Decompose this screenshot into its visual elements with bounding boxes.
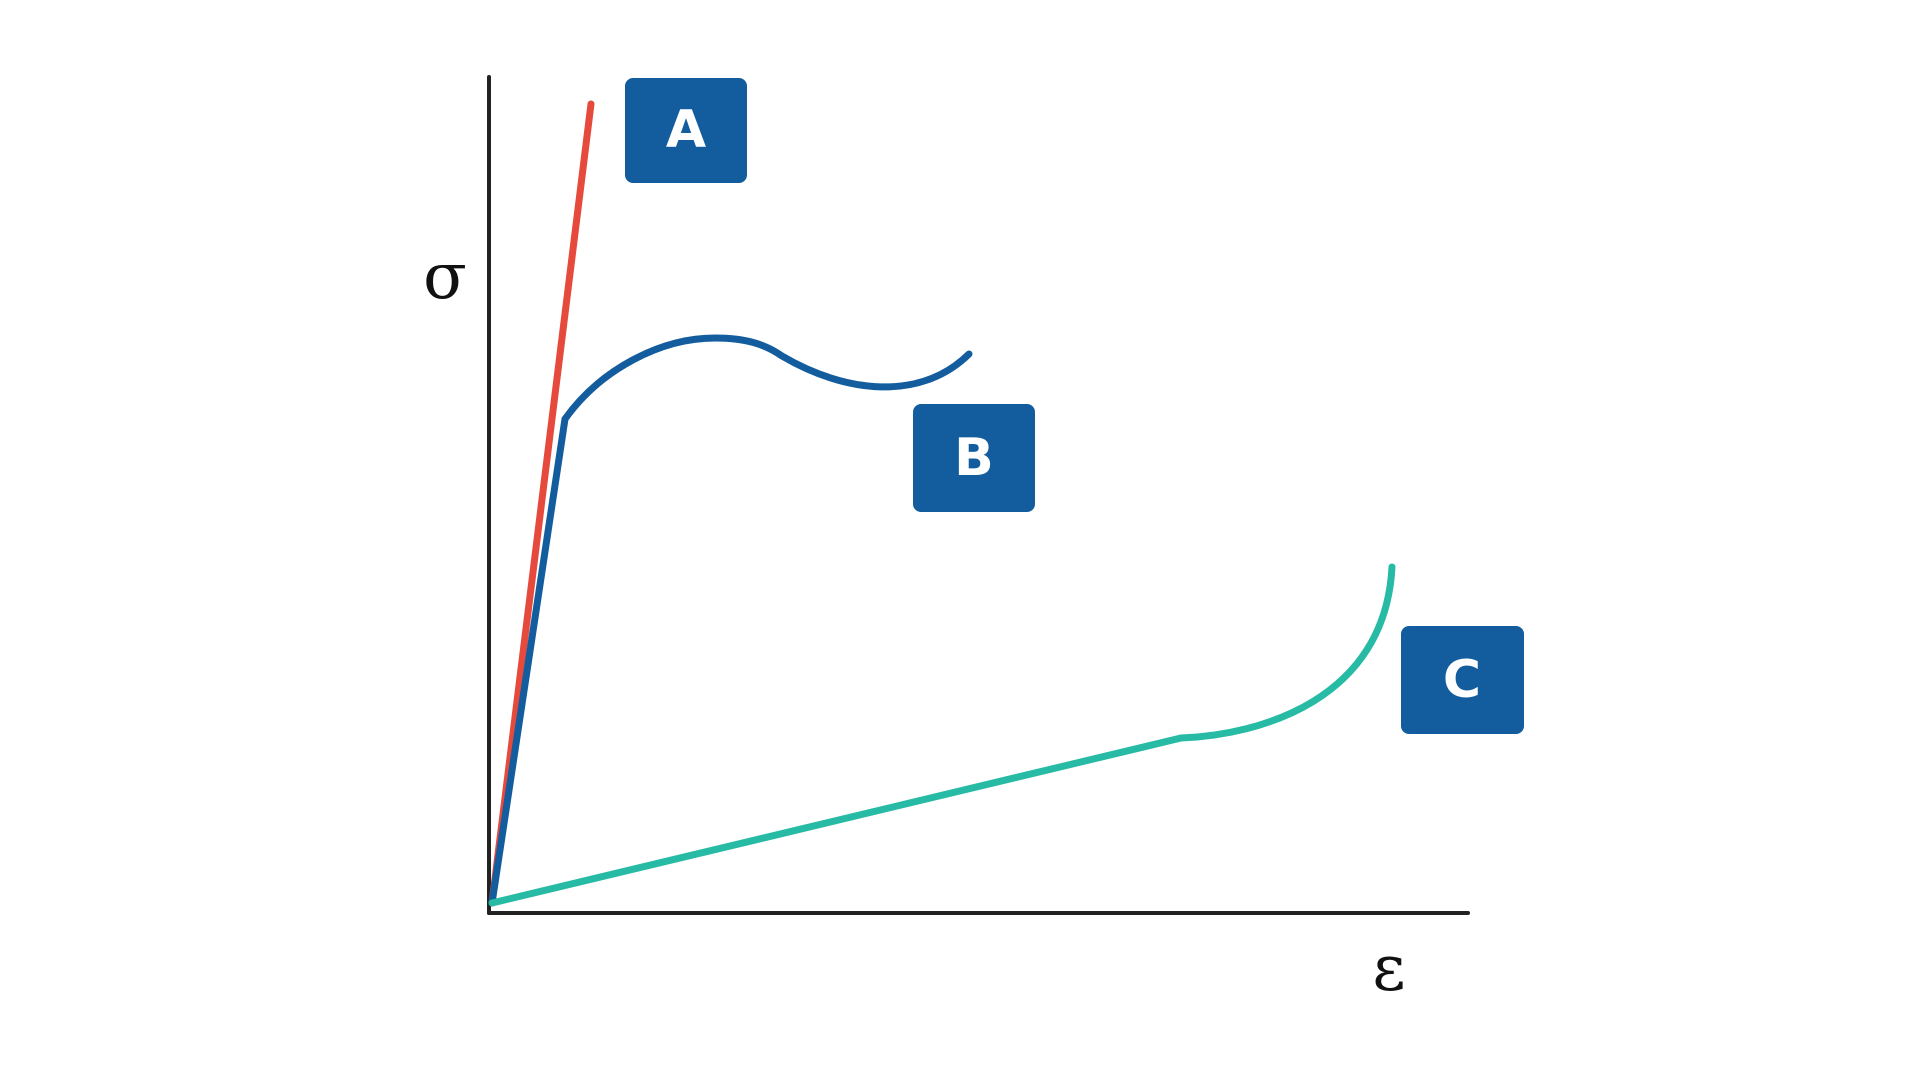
curve-label: A: [666, 100, 706, 160]
curve-label: C: [1443, 650, 1481, 710]
curve-label: B: [954, 428, 994, 488]
label-box-b: [913, 404, 1035, 512]
curve-c: [488, 563, 1396, 907]
curve-b: [488, 334, 973, 907]
curve-a: [488, 100, 595, 907]
label-box-c: [1401, 626, 1524, 734]
label-box-a: [625, 78, 747, 183]
x-axis-label: ε: [1372, 932, 1405, 1006]
y-axis-label: σ: [423, 240, 467, 314]
